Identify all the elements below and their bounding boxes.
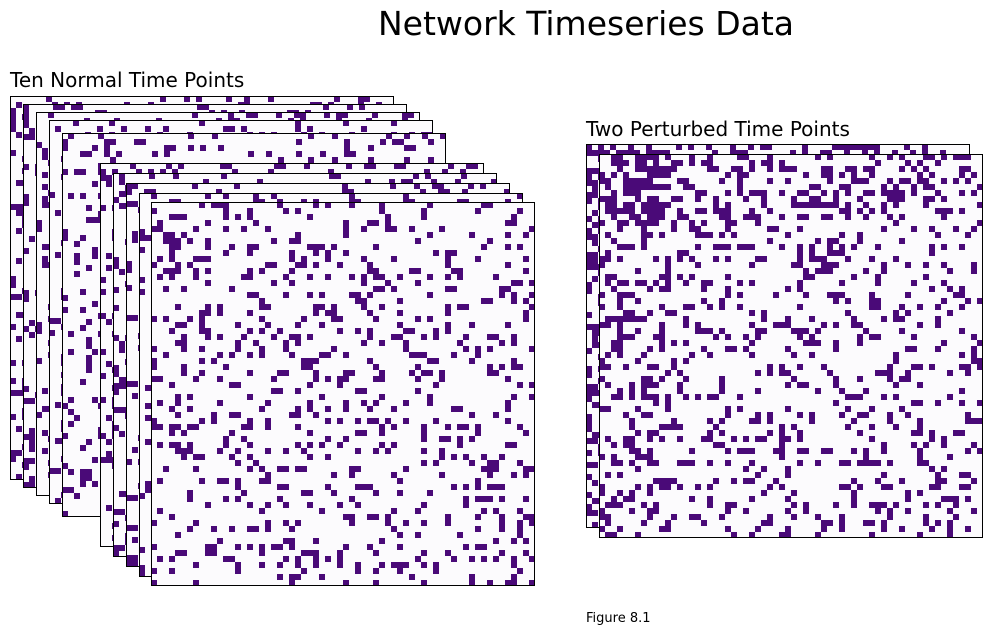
perturbed-time-points-stack [586, 144, 983, 538]
normal-time-points-stack [10, 96, 535, 586]
heatmap-edges [151, 202, 535, 586]
heatmap-edges [599, 154, 983, 538]
normal-time-point-10 [151, 202, 535, 586]
perturbed-panel-title: Two Perturbed Time Points [586, 117, 850, 141]
heatmap-frame [151, 202, 535, 586]
heatmap-frame [599, 154, 983, 538]
perturbed-time-point-2 [599, 154, 983, 538]
figure-caption: Figure 8.1 [586, 611, 651, 626]
figure-title: Network Timeseries Data [377, 4, 795, 43]
normal-panel-title: Ten Normal Time Points [10, 68, 245, 92]
